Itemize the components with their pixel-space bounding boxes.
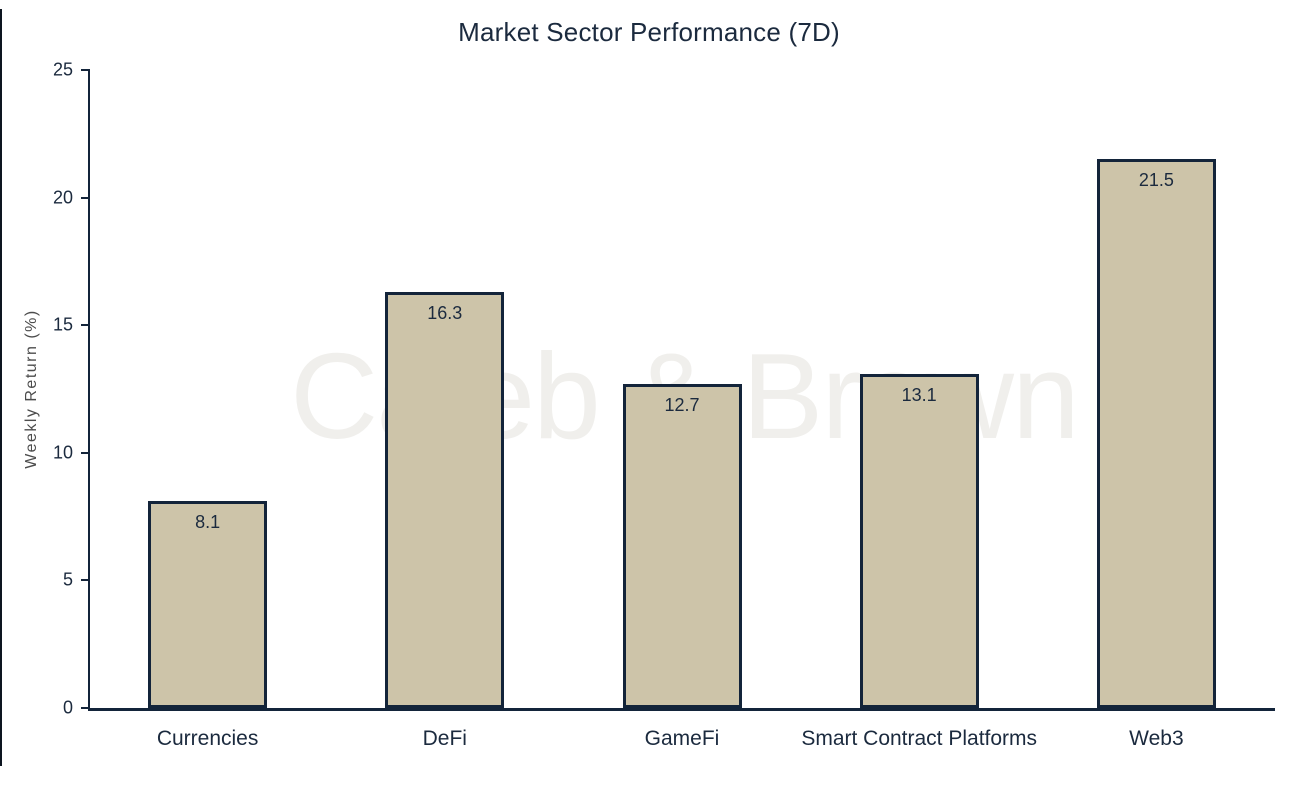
y-tick-label: 10 xyxy=(52,442,73,463)
y-tick-label: 0 xyxy=(62,697,73,718)
bar-gamefi: 12.7 xyxy=(622,383,742,708)
bar-currencies: 8.1 xyxy=(148,501,268,708)
y-tick-mark xyxy=(81,451,89,454)
y-tick-label: 20 xyxy=(52,187,73,208)
bar-value-label: 13.1 xyxy=(901,384,937,405)
x-axis-line xyxy=(88,708,1275,711)
x-category-label: DeFi xyxy=(422,727,467,750)
y-tick-label: 5 xyxy=(62,569,73,590)
x-category-label: Currencies xyxy=(156,727,259,750)
y-tick-mark xyxy=(81,196,89,199)
y-axis-line xyxy=(88,69,90,711)
y-tick-label: 25 xyxy=(52,59,73,80)
bar-value-label: 16.3 xyxy=(427,303,463,324)
bar-defi: 16.3 xyxy=(385,292,505,708)
bar-value-label: 21.5 xyxy=(1138,170,1174,191)
bar-web3: 21.5 xyxy=(1096,159,1216,708)
bar-value-label: 8.1 xyxy=(195,512,221,533)
bar-smart-contract-platforms: 13.1 xyxy=(859,373,979,708)
x-category-label: GameFi xyxy=(644,727,720,750)
y-tick-mark xyxy=(81,324,89,327)
bar-value-label: 12.7 xyxy=(664,394,700,415)
y-tick-mark xyxy=(81,69,89,71)
y-tick-mark xyxy=(81,579,89,582)
x-category-label: Web3 xyxy=(1129,727,1184,750)
y-tick-label: 15 xyxy=(52,314,73,335)
y-tick-mark xyxy=(81,707,89,709)
x-category-label: Smart Contract Platforms xyxy=(801,727,1038,750)
window-left-border xyxy=(0,9,2,766)
chart-title: Market Sector Performance (7D) xyxy=(458,17,840,47)
